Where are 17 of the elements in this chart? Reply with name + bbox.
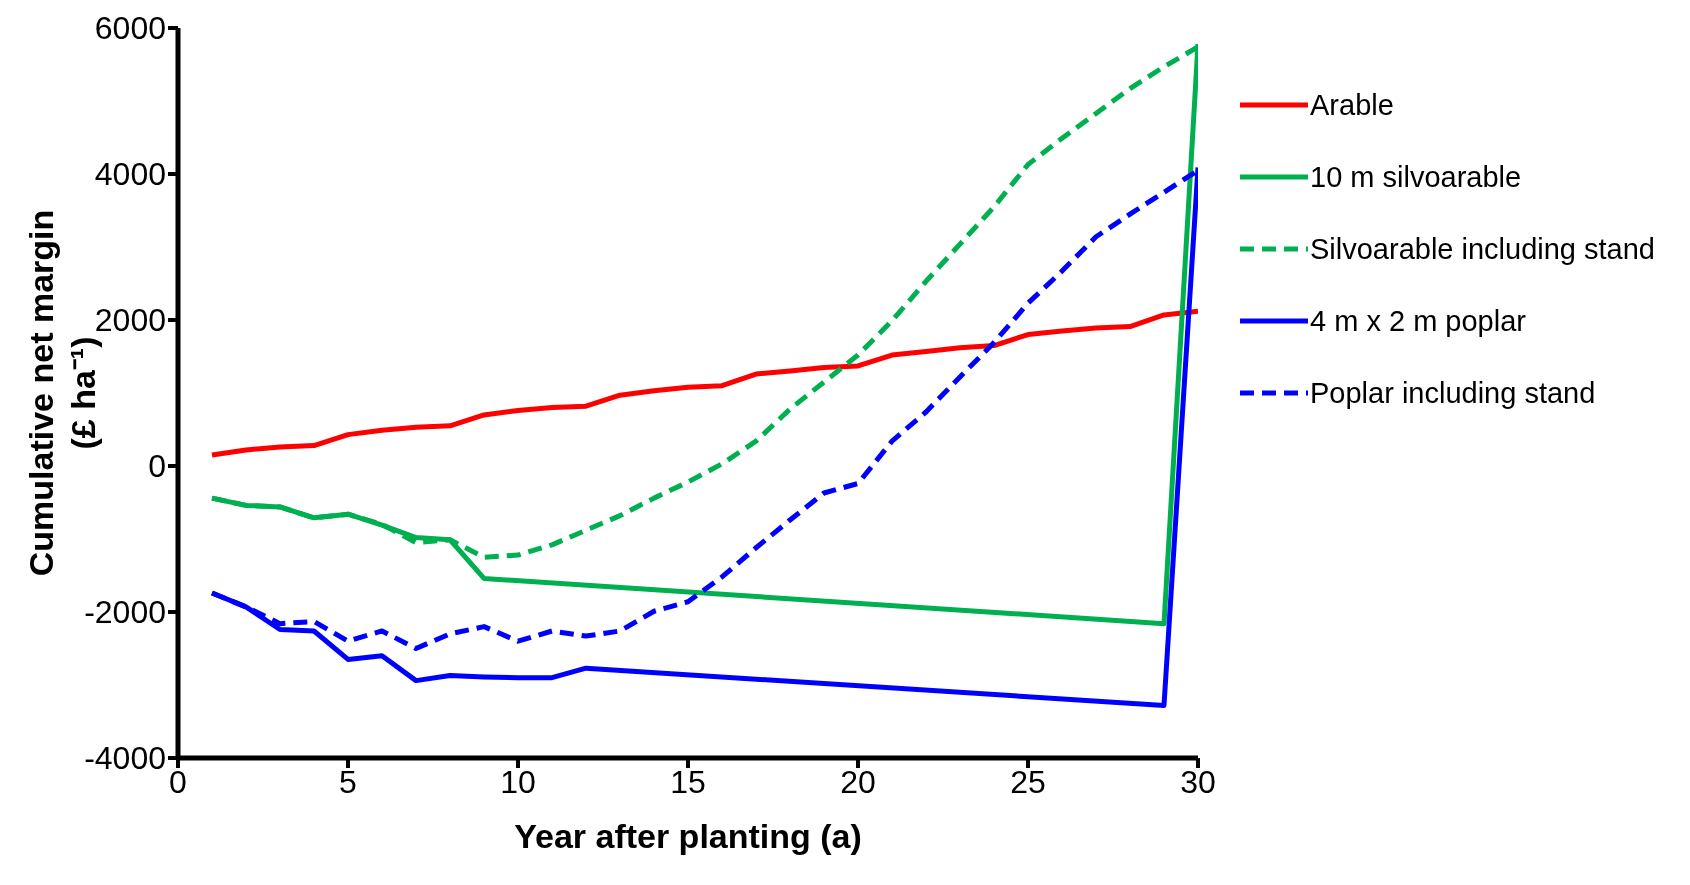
x-tick-label: 30 bbox=[1180, 763, 1216, 800]
legend-label: 10 m silvoarable bbox=[1310, 160, 1522, 194]
y-tick-label: 0 bbox=[148, 448, 166, 485]
y-tick-label: 6000 bbox=[94, 10, 166, 47]
y-tick-label: -4000 bbox=[84, 740, 166, 777]
y-tick-label: -2000 bbox=[84, 594, 166, 631]
x-axis-title: Year after planting (a) bbox=[514, 817, 862, 855]
y-tick-label: 4000 bbox=[94, 156, 166, 193]
legend-label: Poplar including stand bbox=[1310, 376, 1596, 410]
x-tick-label: 5 bbox=[339, 763, 357, 800]
x-tick-label: 15 bbox=[670, 763, 706, 800]
x-tick-label: 25 bbox=[1010, 763, 1046, 800]
x-tick-label: 10 bbox=[500, 763, 536, 800]
legend-label: Silvoarable including stand bbox=[1310, 232, 1655, 266]
legend-label: 4 m x 2 m poplar bbox=[1310, 304, 1526, 338]
legend-label: Arable bbox=[1310, 88, 1394, 122]
x-tick-label: 20 bbox=[840, 763, 876, 800]
